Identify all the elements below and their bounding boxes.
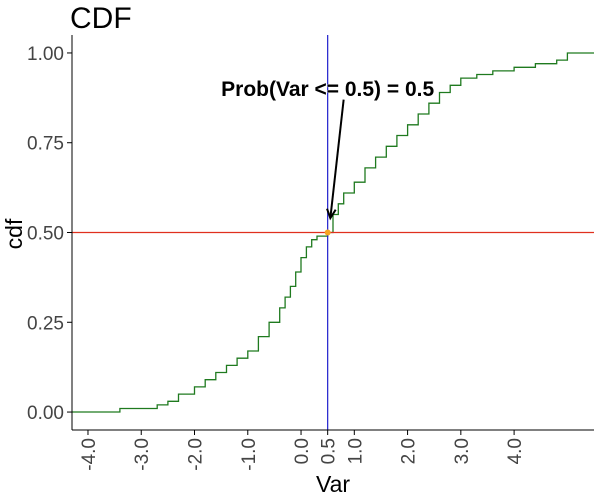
x-tick-label: 3.0	[452, 438, 473, 464]
y-tick-label: 1.00	[27, 44, 64, 65]
x-axis-ticks: -4.0 -3.0 -2.0 -1.0 0.0 0.5 1.0 2.0 3.0 4.0	[79, 430, 526, 471]
y-axis-ticks: 0.00 0.25 0.50 0.75 1.00	[27, 44, 72, 424]
annotation-arrow	[329, 99, 345, 219]
annotation-arrow-head	[326, 208, 337, 221]
x-tick-label: -3.0	[132, 438, 153, 471]
annotation-label: Prob(Var <= 0.5) = 0.5	[221, 78, 434, 101]
y-axis-label: cdf	[1, 218, 27, 249]
intersection-point	[324, 229, 331, 236]
x-tick-label: 0.5	[319, 438, 340, 464]
x-axis-label: Var	[316, 471, 350, 497]
y-tick-label: 0.00	[27, 403, 64, 424]
x-tick-label: -4.0	[79, 438, 100, 471]
y-tick-label: 0.75	[27, 134, 64, 155]
y-tick-label: 0.25	[27, 313, 64, 334]
plot-area	[72, 35, 594, 430]
x-tick-label: -2.0	[186, 438, 207, 471]
cdf-series-line	[72, 52, 594, 413]
x-tick-label: 0.0	[292, 438, 313, 464]
x-tick-label: 2.0	[399, 438, 420, 464]
x-tick-label: 1.0	[345, 438, 366, 464]
x-tick-label: -1.0	[239, 438, 260, 471]
chart-title: CDF	[70, 2, 132, 35]
y-tick-label: 0.50	[27, 224, 64, 245]
x-tick-label: 4.0	[505, 438, 526, 464]
